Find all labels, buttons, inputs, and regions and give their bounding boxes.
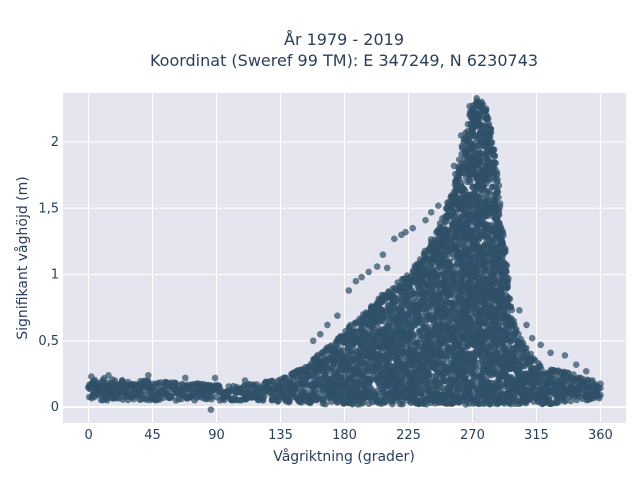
data-point [505,295,513,302]
data-point [499,238,506,246]
data-point [508,306,516,314]
data-point [495,193,502,201]
data-point [495,211,503,219]
data-point [274,398,282,405]
data-point [491,152,499,160]
data-point [473,365,481,372]
data-point [502,269,510,276]
data-point [322,400,329,408]
data-point [424,323,432,331]
data-point [495,182,503,189]
data-point [501,248,509,256]
data-point [293,386,300,393]
data-point [103,397,111,404]
data-point [494,345,502,353]
data-point [515,330,522,338]
data-point [373,388,380,395]
data-point [486,134,494,141]
data-point [284,397,292,404]
data-point [382,397,390,405]
data-point [491,198,498,205]
data-point [259,397,267,404]
chart-title-line2: Koordinat (Sweref 99 TM): E 347249, N 62… [150,51,538,70]
data-point [486,126,494,133]
data-point [339,346,347,354]
data-point [482,105,490,113]
data-point [488,139,496,146]
data-point [510,317,517,325]
data-point [367,374,375,382]
data-point [494,188,502,195]
data-point [409,330,417,338]
data-point [118,377,126,384]
chart-title-line1: År 1979 - 2019 [284,30,404,49]
data-points [85,95,604,414]
data-point [497,223,505,231]
data-point [491,158,498,166]
data-point [486,175,493,183]
data-point [399,344,406,352]
data-point [215,383,223,390]
data-point [489,146,497,153]
data-point [493,171,501,179]
data-point [504,277,512,285]
data-point [496,203,504,210]
data-point [499,229,507,237]
